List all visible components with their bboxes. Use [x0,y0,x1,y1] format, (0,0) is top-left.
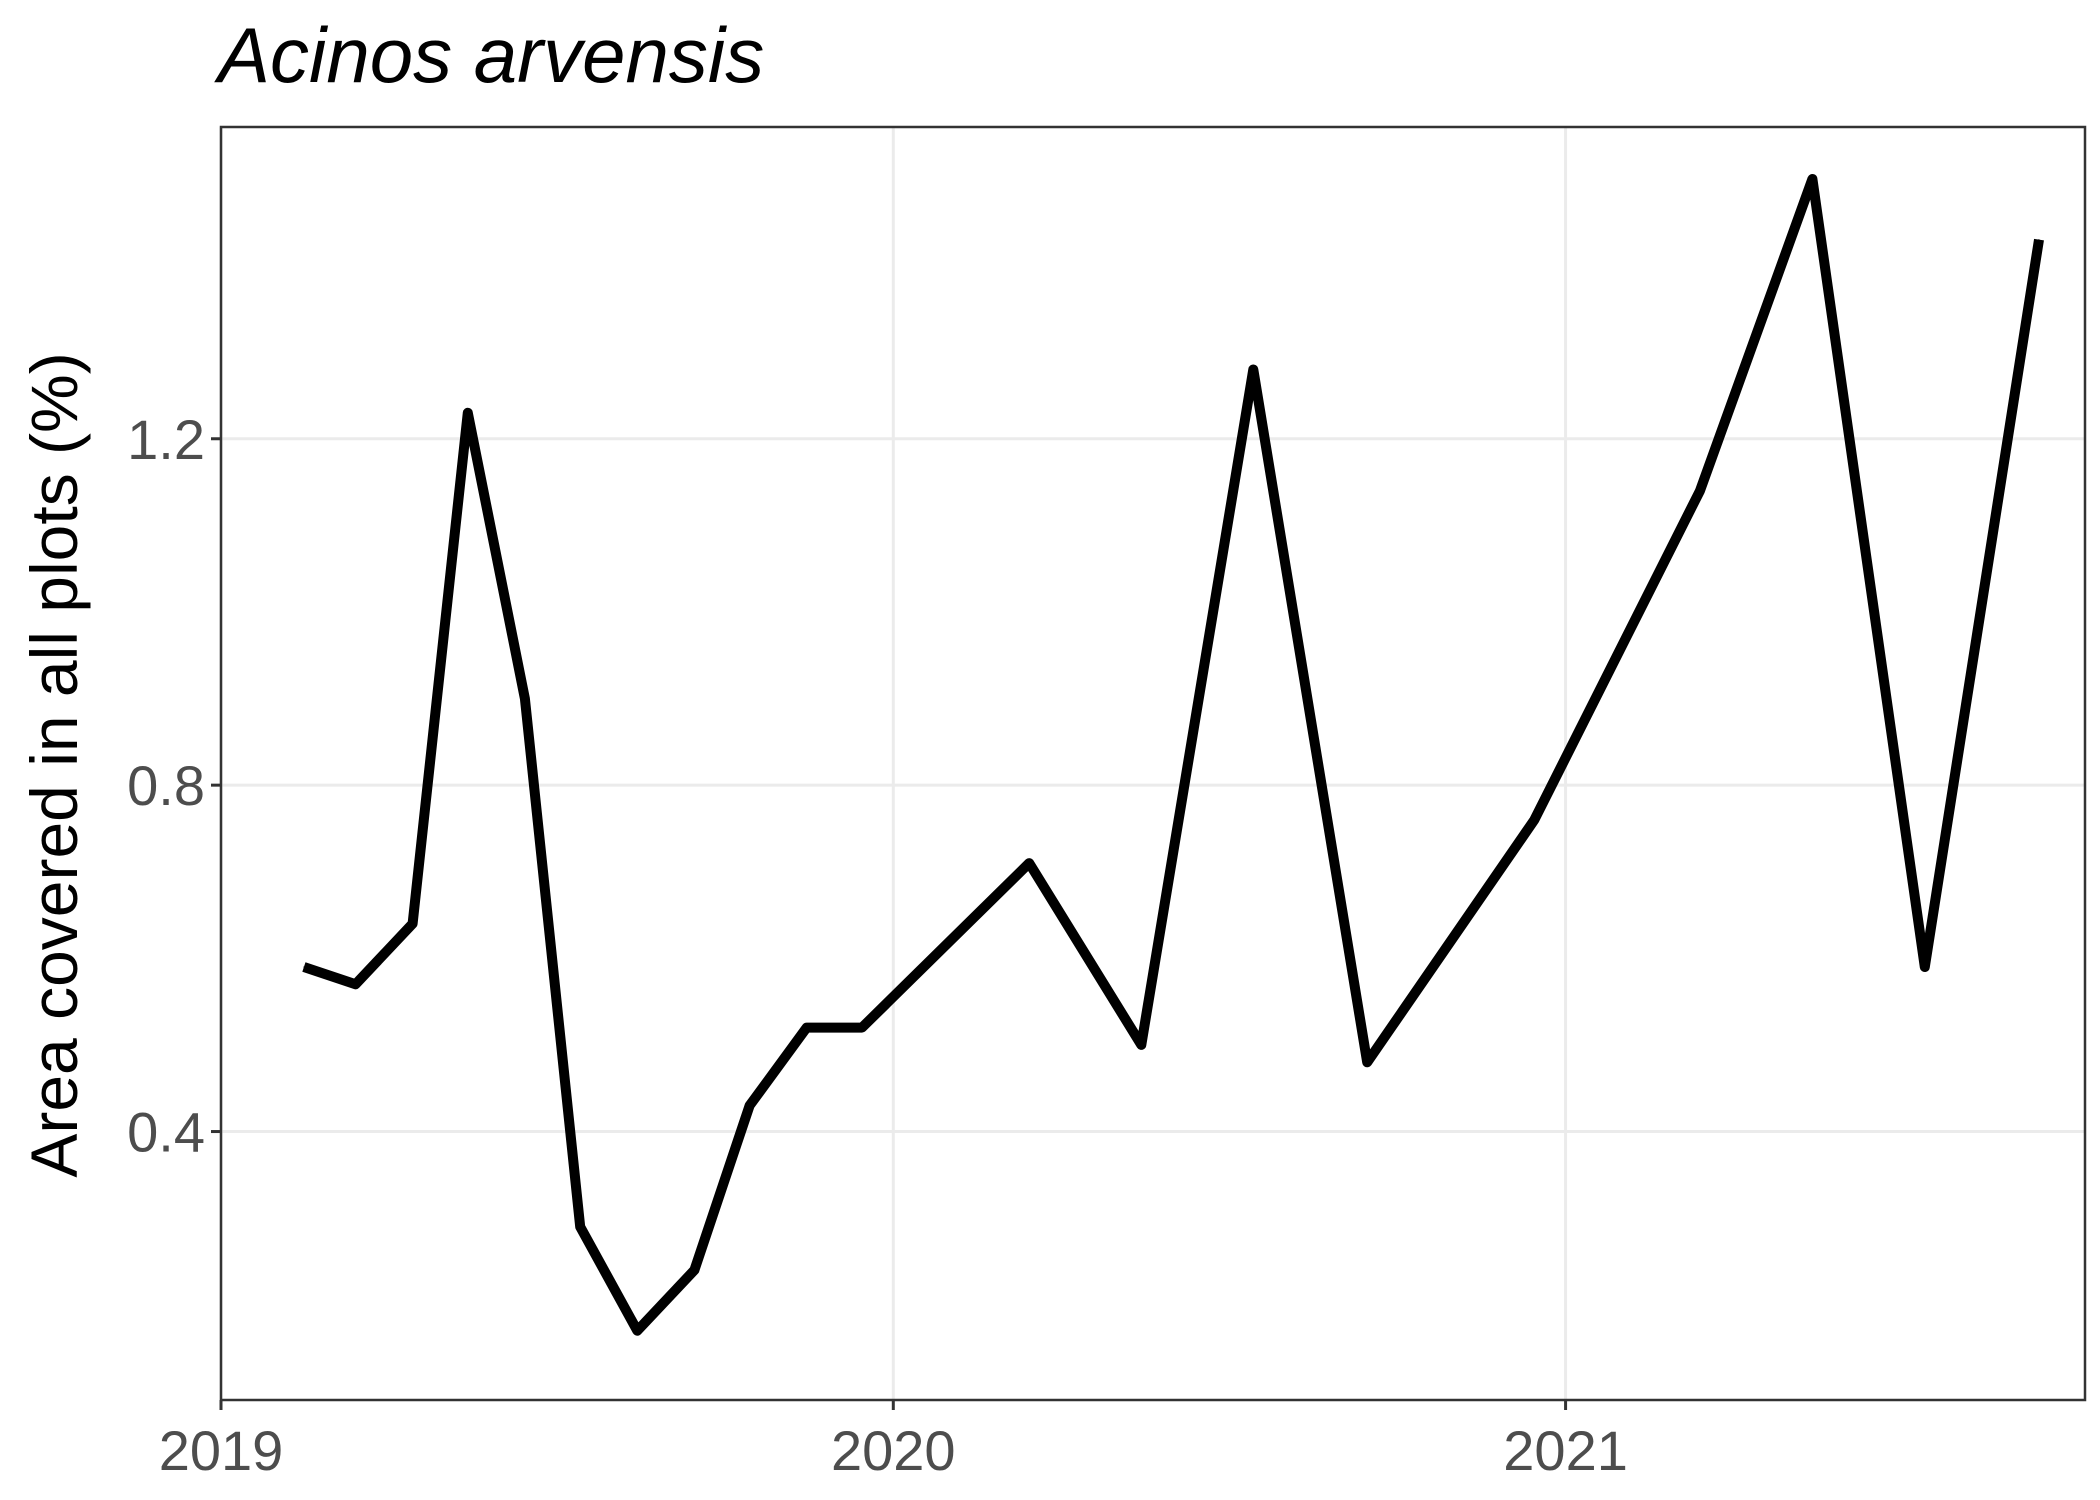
data-point [467,412,469,414]
data-point [749,1105,751,1107]
data-point [1028,862,1030,864]
data-point [524,698,526,700]
plot-panel-border [219,125,2087,1402]
x-tick-label: 2021 [1503,1419,1628,1482]
data-point [1699,490,1701,492]
x-tick-label: 2019 [159,1419,284,1482]
x-tick-label: 2020 [831,1419,956,1482]
data-point [2038,239,2040,241]
data-point [636,1330,638,1332]
y-axis-label: Area covered in all plots (%) [17,352,91,1177]
data-point [806,1027,808,1029]
data-point [1811,178,1813,180]
data-line [302,174,2044,1336]
data-point [1140,1044,1142,1046]
grid-layer [219,127,2085,1400]
data-point [1533,819,1535,821]
tick-layer: 0.4 0.8 1.2 2019 2020 2021 [127,408,1628,1482]
chart-title: Acinos arvensis [214,11,764,99]
data-point [1252,368,1254,370]
data-point [354,983,356,985]
data-point [303,966,305,968]
y-tick-label: 0.4 [127,1101,205,1164]
data-point [579,1226,581,1228]
data-point [861,1027,863,1029]
data-point [1924,966,1926,968]
y-tick-label: 0.8 [127,754,205,817]
series-layer [302,174,2044,1336]
y-tick-label: 1.2 [127,408,205,471]
data-point [412,923,414,925]
data-point [693,1269,695,1271]
data-point [1366,1061,1368,1063]
